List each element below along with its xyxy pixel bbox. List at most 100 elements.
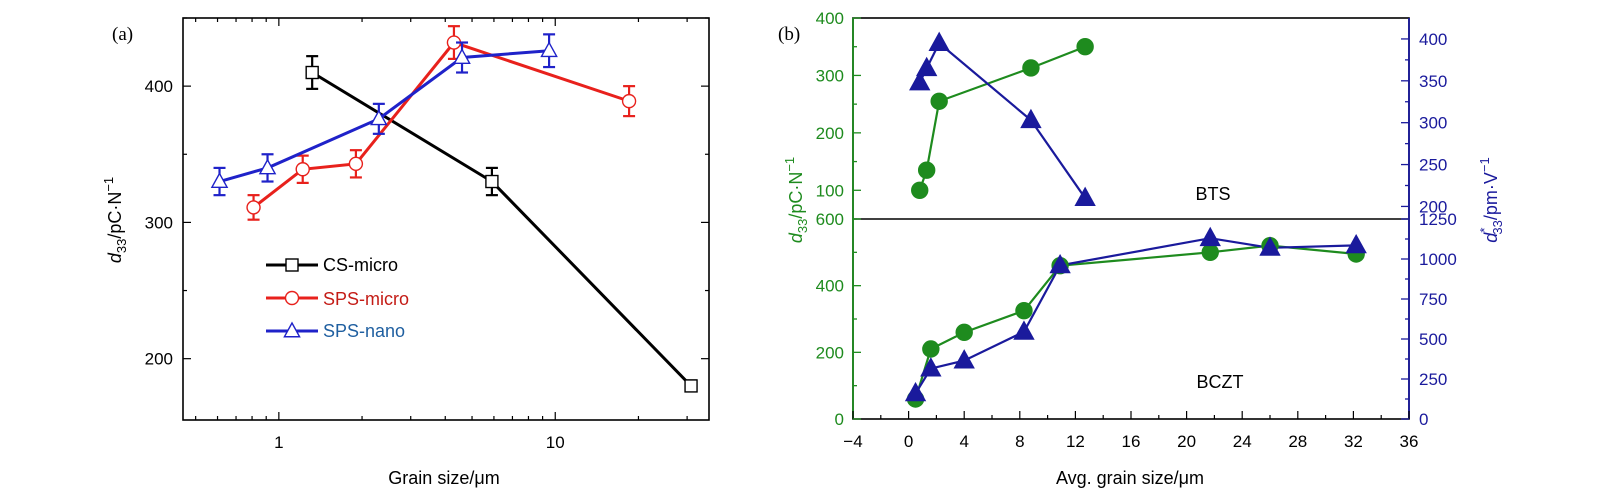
- legend-entry-sps-nano: [266, 321, 318, 338]
- data-point: [621, 93, 637, 109]
- x-tick-label: 16: [1122, 432, 1141, 451]
- panel-b-label: (b): [778, 24, 800, 45]
- x-tick-label: 36: [1400, 432, 1419, 451]
- data-point-bczt: [920, 357, 942, 377]
- data-point-bts: [928, 31, 950, 52]
- panel-b-right-y-axis-label: d*33/pm·V−1: [1477, 157, 1505, 242]
- x-tick-label: 20: [1177, 432, 1196, 451]
- legend-entry-cs-micro: [266, 258, 318, 272]
- data-point-bts: [1076, 38, 1094, 56]
- data-point: [453, 48, 471, 64]
- panel-b-series: [904, 31, 1367, 408]
- left-tick-label: 300: [816, 66, 844, 85]
- left-tick-label: 600: [816, 210, 844, 229]
- right-tick-label: 200: [1419, 197, 1447, 216]
- right-tick-label: 250: [1419, 156, 1447, 175]
- panel-a-plot-frame: [182, 17, 710, 421]
- subpanel-label-bts: BTS: [1195, 184, 1230, 204]
- data-point-bczt: [1201, 243, 1219, 262]
- x-tick-label: 0: [904, 432, 913, 451]
- data-point-bczt: [953, 349, 975, 369]
- right-tick-label: 1000: [1419, 250, 1457, 269]
- data-point-bts: [915, 56, 938, 77]
- panel-b: (b) −4 0 4 8 12 16 20 24 28 32 36 100 200 300 400 200 25…: [778, 9, 1505, 488]
- data-point-bts: [911, 181, 929, 199]
- data-point: [295, 162, 310, 177]
- data-point-bts: [1020, 108, 1042, 129]
- x-tick-label: 28: [1288, 432, 1307, 451]
- data-point-bczt: [1049, 253, 1071, 274]
- legend-label-cs-micro: CS-micro: [323, 255, 398, 275]
- data-point: [370, 109, 388, 126]
- x-tick-label: 4: [959, 432, 968, 451]
- x-tick-label: 24: [1233, 432, 1252, 451]
- series-line-bczt-right: [914, 237, 1357, 394]
- panel-a-x-axis-label: Grain size/μm: [388, 468, 499, 488]
- data-point: [305, 65, 319, 80]
- legend-label-sps-micro: SPS-micro: [323, 289, 409, 309]
- y-tick-label: 400: [145, 77, 173, 96]
- data-point-bczt: [1199, 226, 1221, 247]
- series-line-bts-left: [918, 45, 1086, 191]
- panel-a-label: (a): [112, 24, 133, 45]
- data-point-bczt: [922, 340, 940, 358]
- panel-b-left-y-axis-label: d33/pC·N−1: [782, 157, 810, 243]
- left-tick-label: 400: [816, 9, 844, 28]
- right-tick-label: 400: [1419, 30, 1447, 49]
- left-tick-label: 400: [816, 277, 844, 296]
- panel-b-x-axis-label: Avg. grain size/μm: [1056, 468, 1204, 488]
- data-point-bczt: [1015, 301, 1033, 320]
- data-point-bczt: [1013, 320, 1035, 340]
- x-tick-label: 8: [1015, 432, 1024, 451]
- legend-marker: [285, 258, 299, 272]
- left-tick-label: 200: [816, 124, 844, 143]
- data-point: [540, 41, 558, 58]
- data-point-bts: [930, 92, 948, 110]
- data-point-bts: [1074, 186, 1096, 206]
- left-tick-label: 100: [816, 181, 844, 200]
- data-point: [684, 379, 698, 393]
- data-point: [348, 156, 364, 172]
- panel-a: (a) 1 10 200 300 400 Grain size/μm d33/pC·N−…: [101, 17, 710, 488]
- panel-a-ticks: 1 10 200 300 400: [145, 17, 709, 452]
- panel-a-y-axis-label: d33/pC·N−1: [101, 177, 129, 263]
- right-tick-label: 350: [1419, 72, 1447, 91]
- data-point-bts: [1022, 59, 1040, 77]
- data-point-bczt: [904, 381, 927, 402]
- legend-label-sps-nano: SPS-nano: [323, 321, 405, 341]
- x-tick-label: 32: [1344, 432, 1363, 451]
- x-tick-label: 1: [274, 433, 283, 452]
- series-line-bczt-left: [914, 244, 1357, 400]
- x-tick-label: 10: [546, 433, 565, 452]
- data-point-bczt: [955, 323, 973, 342]
- right-tick-label: 0: [1419, 410, 1428, 429]
- right-tick-label: 500: [1419, 330, 1447, 349]
- data-point-bczt: [1259, 236, 1281, 256]
- data-point: [485, 174, 499, 189]
- subpanel-label-bczt: BCZT: [1197, 372, 1244, 392]
- panel-b-ticks: −4 0 4 8 12 16 20 24 28 32 36 100 200 300 400 200 250 300…: [816, 9, 1457, 451]
- data-point: [258, 158, 277, 175]
- right-tick-label: 300: [1419, 114, 1447, 133]
- data-point: [246, 200, 261, 215]
- data-point-bts: [917, 161, 936, 179]
- legend-entry-sps-micro: [266, 290, 318, 306]
- data-point-bczt: [1345, 233, 1367, 254]
- y-tick-label: 200: [145, 350, 173, 369]
- legend-marker: [284, 290, 300, 306]
- panel-a-series: [210, 25, 698, 393]
- right-tick-label: 750: [1419, 290, 1447, 309]
- right-tick-label: 250: [1419, 370, 1447, 389]
- x-tick-label: −4: [843, 432, 862, 451]
- left-tick-label: 0: [835, 410, 844, 429]
- data-point-bts: [909, 71, 931, 91]
- legend-marker: [283, 321, 301, 338]
- right-tick-label: 1250: [1419, 210, 1457, 229]
- y-tick-label: 300: [145, 213, 173, 232]
- left-tick-label: 200: [816, 343, 844, 362]
- panel-a-legend: CS-micro SPS-micro SPS-nano: [266, 255, 409, 341]
- data-point: [210, 172, 229, 188]
- x-tick-label: 12: [1066, 432, 1085, 451]
- series-line-bts-right: [918, 41, 1087, 199]
